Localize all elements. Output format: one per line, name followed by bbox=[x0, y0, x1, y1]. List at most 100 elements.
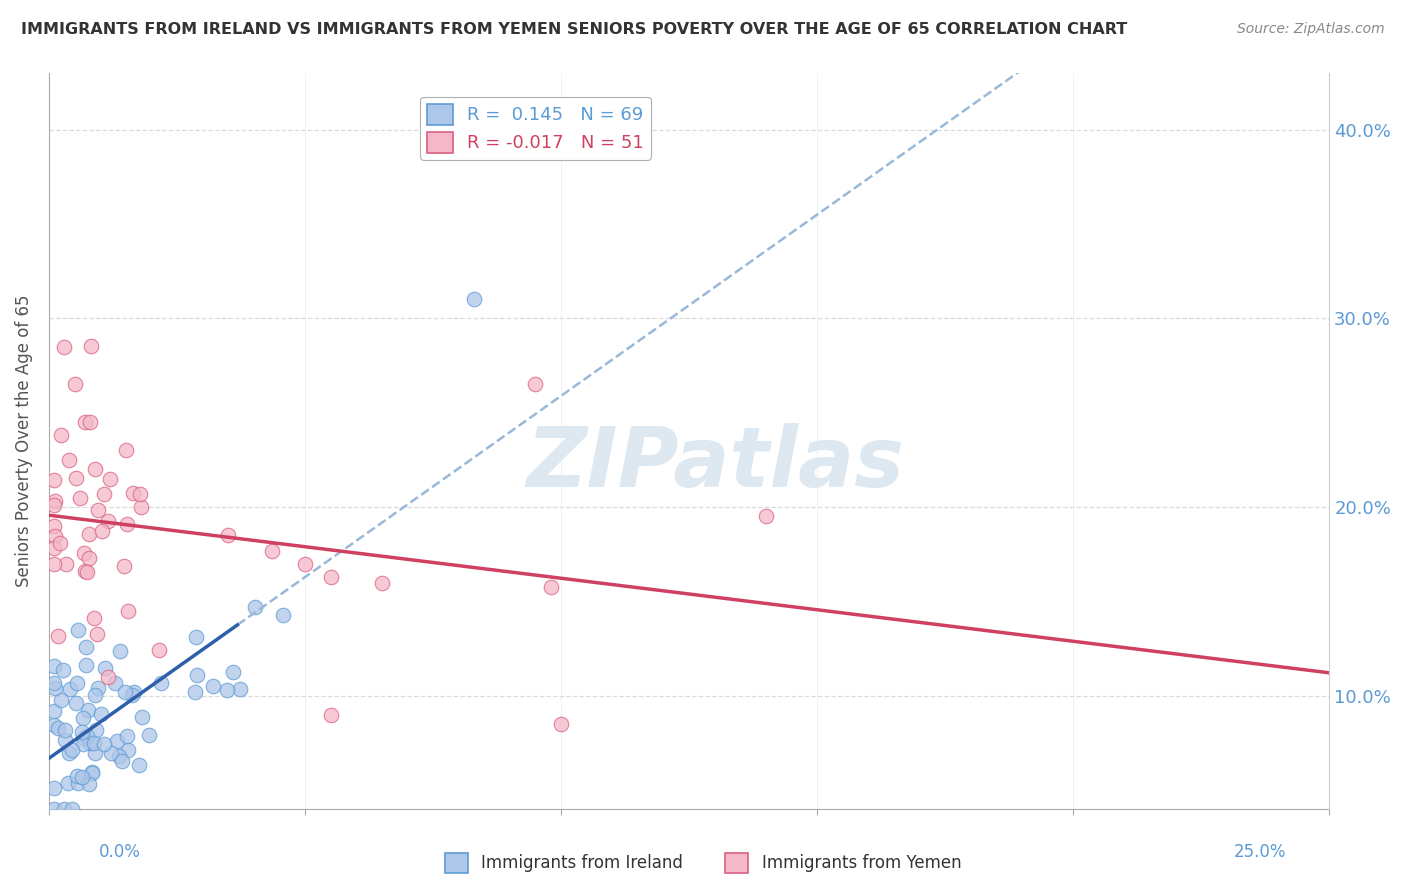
Point bbox=[100, 472, 122, 486]
Point bbox=[128, 757, 150, 772]
Point bbox=[755, 509, 778, 524]
Point bbox=[76, 702, 98, 716]
Point bbox=[86, 627, 108, 641]
Point bbox=[53, 340, 76, 354]
Point bbox=[114, 443, 136, 458]
Point bbox=[42, 705, 65, 719]
Point bbox=[114, 684, 136, 698]
Point bbox=[75, 657, 97, 672]
Point bbox=[183, 685, 205, 699]
Point bbox=[463, 293, 485, 307]
Point bbox=[108, 748, 131, 763]
Point bbox=[65, 696, 87, 710]
Point bbox=[87, 681, 110, 695]
Point bbox=[53, 732, 76, 747]
Point bbox=[112, 558, 135, 573]
Point bbox=[117, 743, 139, 757]
Point bbox=[60, 802, 83, 816]
Point bbox=[117, 604, 139, 618]
Point bbox=[115, 729, 138, 743]
Point bbox=[129, 487, 152, 501]
Point bbox=[83, 611, 105, 625]
Point bbox=[72, 711, 94, 725]
Point bbox=[42, 718, 65, 732]
Point bbox=[76, 729, 98, 743]
Point bbox=[73, 415, 96, 429]
Point bbox=[52, 802, 75, 816]
Point bbox=[371, 575, 394, 590]
Point bbox=[217, 528, 239, 542]
Point bbox=[100, 746, 122, 760]
Point bbox=[93, 737, 115, 751]
Point bbox=[87, 502, 110, 516]
Point bbox=[77, 777, 100, 791]
Point bbox=[80, 764, 103, 779]
Point bbox=[79, 415, 101, 429]
Point bbox=[67, 775, 90, 789]
Point bbox=[66, 623, 89, 637]
Point bbox=[42, 802, 65, 816]
Legend: Immigrants from Ireland, Immigrants from Yemen: Immigrants from Ireland, Immigrants from… bbox=[439, 847, 967, 880]
Point bbox=[83, 736, 105, 750]
Point bbox=[91, 524, 114, 538]
Point bbox=[42, 658, 65, 673]
Point bbox=[83, 688, 105, 702]
Point bbox=[83, 746, 105, 760]
Point bbox=[55, 557, 77, 571]
Point bbox=[273, 607, 295, 622]
Point bbox=[148, 642, 170, 657]
Point bbox=[42, 498, 65, 512]
Point bbox=[104, 675, 127, 690]
Text: IMMIGRANTS FROM IRELAND VS IMMIGRANTS FROM YEMEN SENIORS POVERTY OVER THE AGE OF: IMMIGRANTS FROM IRELAND VS IMMIGRANTS FR… bbox=[21, 22, 1128, 37]
Point bbox=[294, 557, 316, 571]
Point bbox=[60, 743, 83, 757]
Point bbox=[55, 723, 77, 738]
Point bbox=[94, 660, 117, 674]
Point bbox=[46, 629, 69, 643]
Point bbox=[243, 600, 266, 615]
Point bbox=[105, 734, 128, 748]
Point bbox=[75, 640, 97, 654]
Point bbox=[49, 536, 72, 550]
Point bbox=[121, 689, 143, 703]
Point bbox=[76, 565, 98, 579]
Point bbox=[70, 770, 93, 784]
Point bbox=[122, 684, 145, 698]
Point bbox=[52, 663, 75, 677]
Point bbox=[66, 769, 89, 783]
Point bbox=[72, 737, 94, 751]
Point bbox=[77, 526, 100, 541]
Point bbox=[42, 780, 65, 795]
Point bbox=[131, 710, 153, 724]
Point bbox=[58, 453, 80, 467]
Point bbox=[58, 746, 80, 760]
Point bbox=[321, 570, 343, 584]
Point bbox=[260, 544, 283, 558]
Point bbox=[217, 682, 239, 697]
Point bbox=[65, 470, 87, 484]
Point bbox=[90, 707, 112, 722]
Point bbox=[550, 717, 572, 731]
Point bbox=[540, 580, 562, 594]
Point bbox=[229, 682, 252, 697]
Point bbox=[122, 485, 145, 500]
Point bbox=[73, 731, 96, 746]
Point bbox=[42, 675, 65, 690]
Point bbox=[46, 722, 69, 736]
Point bbox=[59, 682, 82, 697]
Point bbox=[73, 565, 96, 579]
Point bbox=[108, 644, 131, 658]
Point bbox=[42, 518, 65, 533]
Point bbox=[84, 462, 107, 476]
Point bbox=[97, 670, 120, 684]
Text: 0.0%: 0.0% bbox=[98, 843, 141, 861]
Point bbox=[69, 491, 91, 505]
Point bbox=[117, 517, 139, 532]
Point bbox=[70, 725, 93, 739]
Text: ZIPatlas: ZIPatlas bbox=[526, 423, 904, 504]
Point bbox=[129, 500, 152, 514]
Point bbox=[138, 728, 160, 742]
Point bbox=[44, 529, 66, 543]
Point bbox=[149, 676, 172, 690]
Point bbox=[186, 668, 208, 682]
